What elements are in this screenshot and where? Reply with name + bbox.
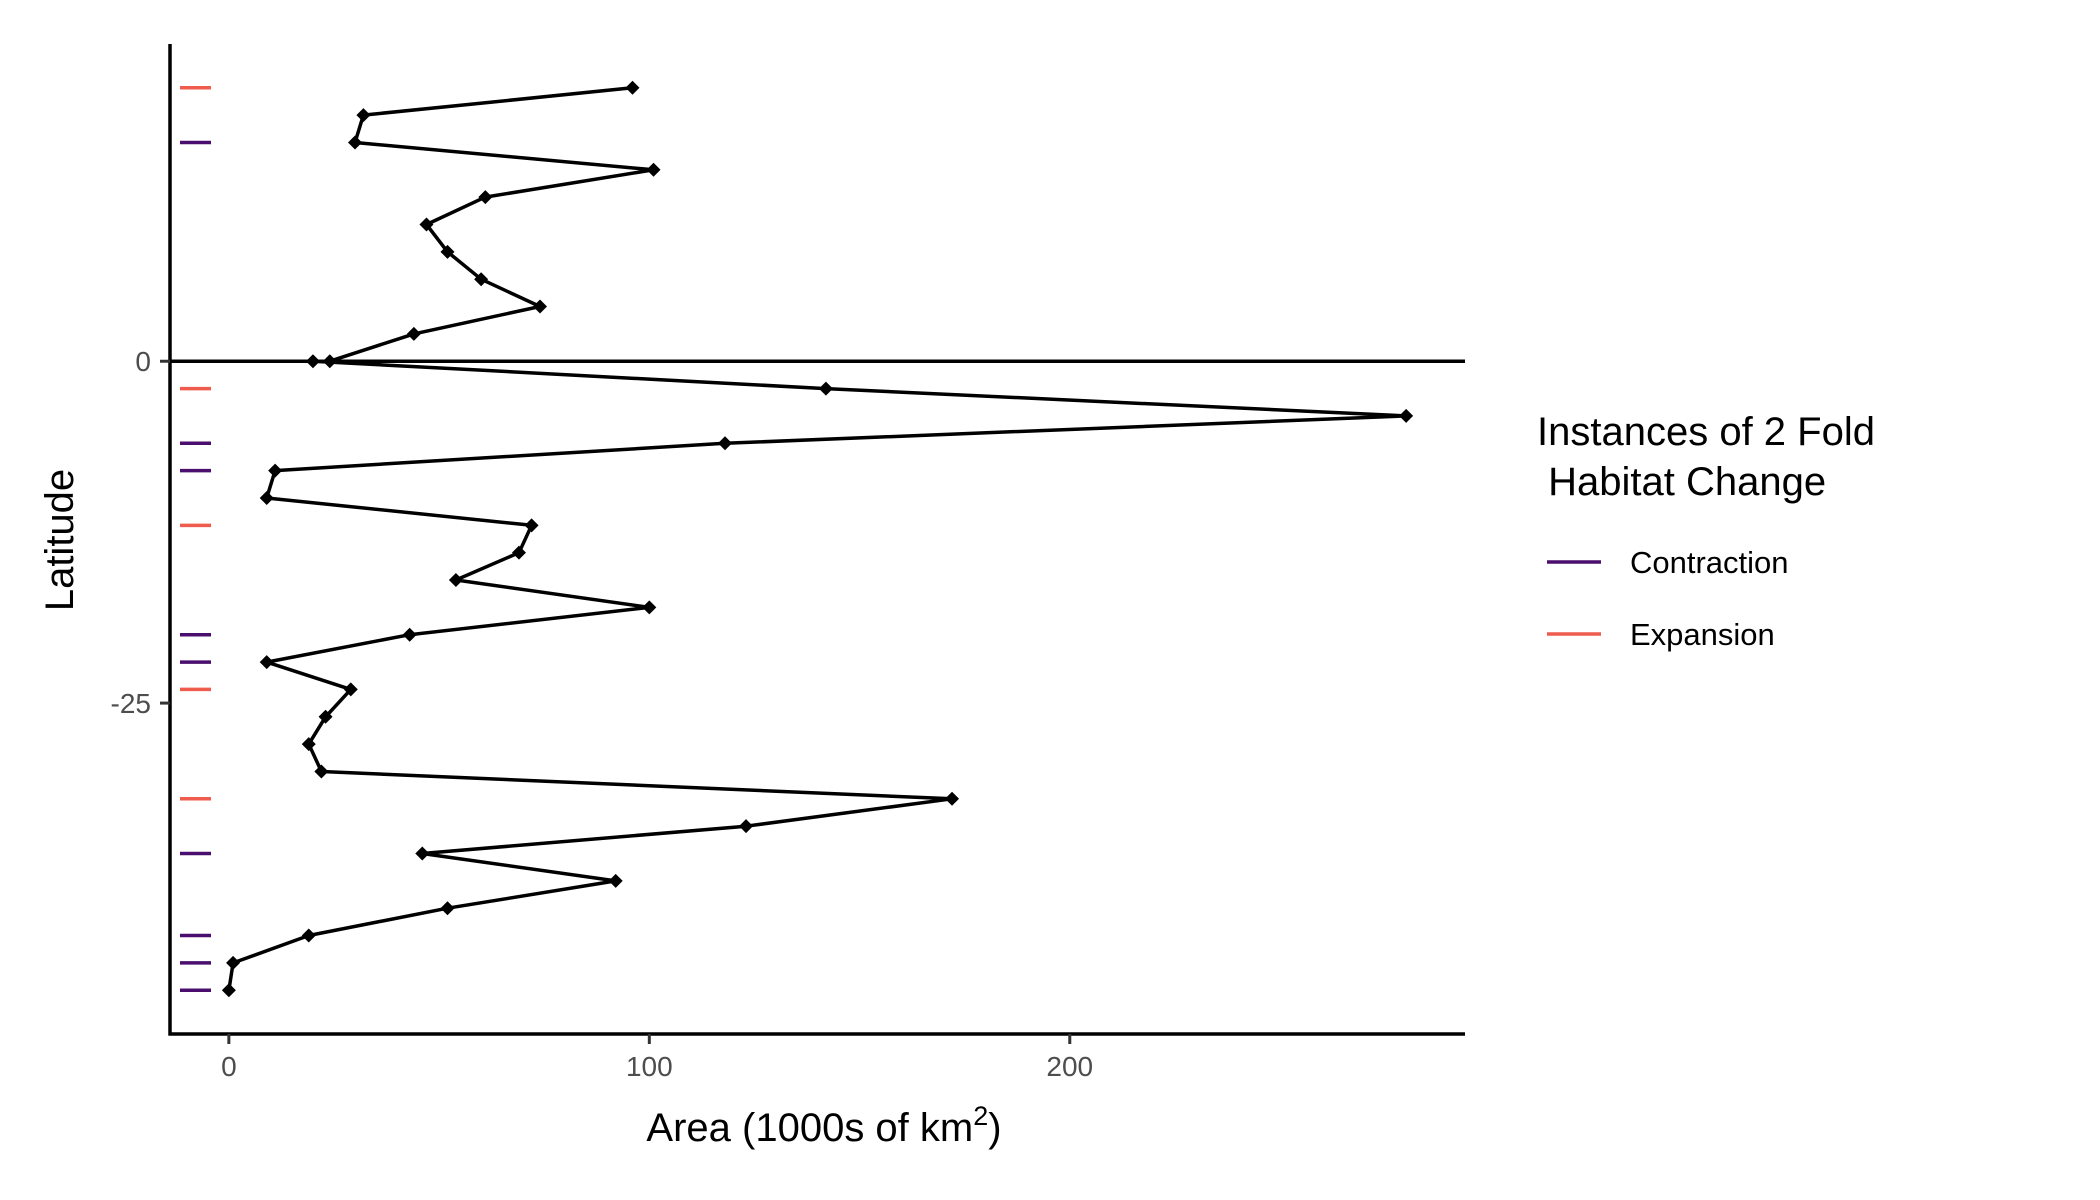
x-axis-title: Area (1000s of km2) — [646, 1101, 1001, 1150]
axes — [168, 44, 1465, 1036]
y-ticks: 0 -25 — [111, 346, 170, 719]
y-tick-label: 0 — [135, 346, 151, 377]
data-point — [322, 354, 337, 369]
data-point — [259, 655, 274, 670]
legend-title-line2: Habitat Change — [1537, 460, 1826, 504]
data-point — [301, 928, 316, 943]
data-point — [301, 737, 316, 752]
x-axis-title-superscript: 2 — [973, 1101, 988, 1131]
x-axis-title-main: Area (1000s of km — [646, 1106, 973, 1150]
data-point — [343, 682, 358, 697]
data-point — [221, 983, 236, 998]
data-point — [739, 819, 754, 834]
legend-label-expansion: Expansion — [1630, 617, 1775, 652]
series-point-layer — [221, 80, 1414, 998]
data-point — [533, 299, 547, 314]
data-point — [268, 463, 283, 478]
data-point — [259, 490, 274, 505]
data-point — [646, 162, 661, 177]
x-tick-label: 0 — [221, 1051, 237, 1082]
data-point — [440, 901, 455, 916]
x-tick-label: 100 — [626, 1051, 673, 1082]
y-axis-title: Latitude — [38, 469, 82, 611]
legend-label-contraction: Contraction — [1630, 545, 1789, 580]
series-line-layer — [227, 86, 1408, 991]
data-point — [718, 436, 732, 451]
x-axis-title-suffix: ) — [988, 1106, 1001, 1150]
data-point — [305, 354, 320, 369]
data-point — [818, 381, 833, 396]
data-point — [314, 764, 329, 779]
data-point — [406, 326, 421, 341]
data-point — [415, 846, 430, 861]
y-tick-label: -25 — [111, 688, 151, 719]
data-point — [608, 873, 623, 888]
data-point — [474, 272, 489, 287]
data-point — [625, 80, 640, 95]
x-tick-label: 200 — [1046, 1051, 1093, 1082]
data-point — [226, 955, 241, 970]
data-point — [348, 135, 362, 150]
data-point — [419, 217, 434, 232]
legend-title-line1: Instances of 2 Fold — [1537, 410, 1875, 454]
data-point — [478, 190, 493, 205]
data-point — [642, 600, 657, 615]
x-ticks: 0 100 200 — [221, 1034, 1093, 1082]
data-point — [440, 244, 455, 259]
legend: Instances of 2 Fold Habitat Change Contr… — [1537, 410, 1875, 652]
data-point — [318, 709, 333, 724]
data-point — [356, 108, 371, 123]
data-point — [524, 518, 539, 533]
data-point — [1399, 408, 1414, 423]
series-line — [227, 86, 1408, 991]
data-point — [511, 545, 526, 560]
data-point — [402, 627, 417, 642]
data-point — [945, 791, 960, 806]
data-point — [448, 573, 463, 588]
rug-layer — [180, 86, 211, 992]
